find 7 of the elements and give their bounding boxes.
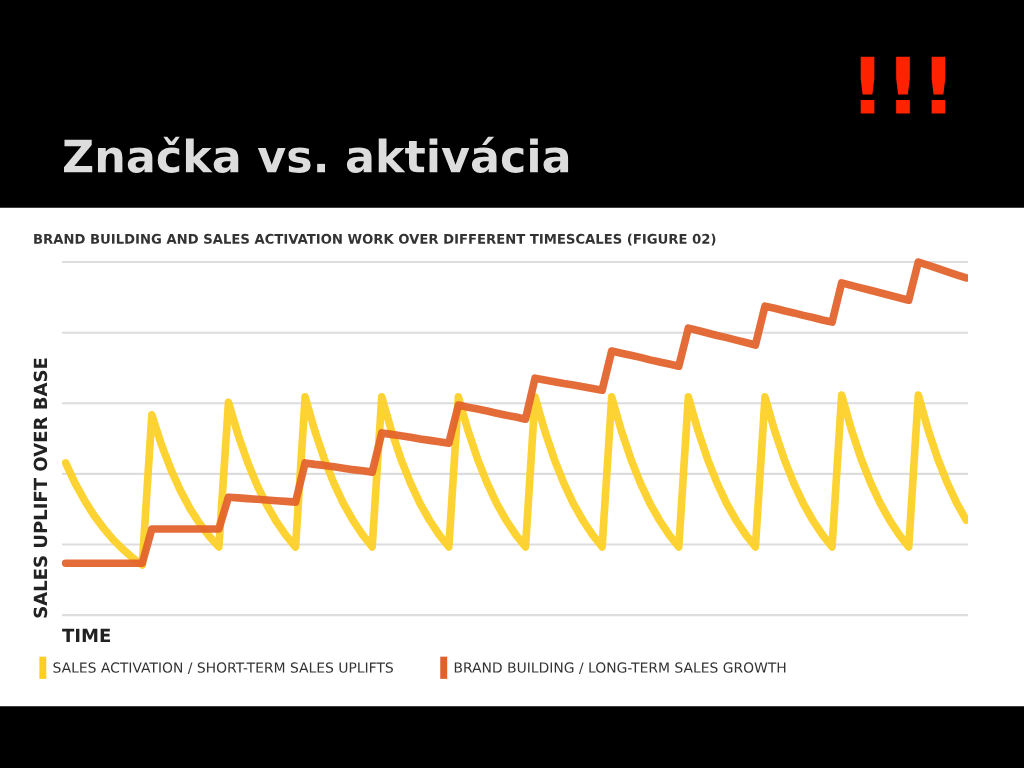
text: !!!: [860, 56, 946, 114]
y-axis-title: SALES UPLIFT OVER BASE: [33, 358, 48, 618]
chart-subtitle: BRAND BUILDING AND SALES ACTIVATION WORK OVER DIFFERENT TIMESCALES (FIGURE 02): [34, 233, 716, 246]
legend-label: SALES ACTIVATION / SHORT-TERM SALES UPLIFTS: [53, 662, 393, 674]
chart-title: Značka vs. aktivácia: [64, 136, 569, 173]
x-axis-title: TIME: [62, 628, 111, 642]
legend-label: BRAND BUILDING / LONG-TERM SALES GROWTH: [454, 662, 786, 674]
